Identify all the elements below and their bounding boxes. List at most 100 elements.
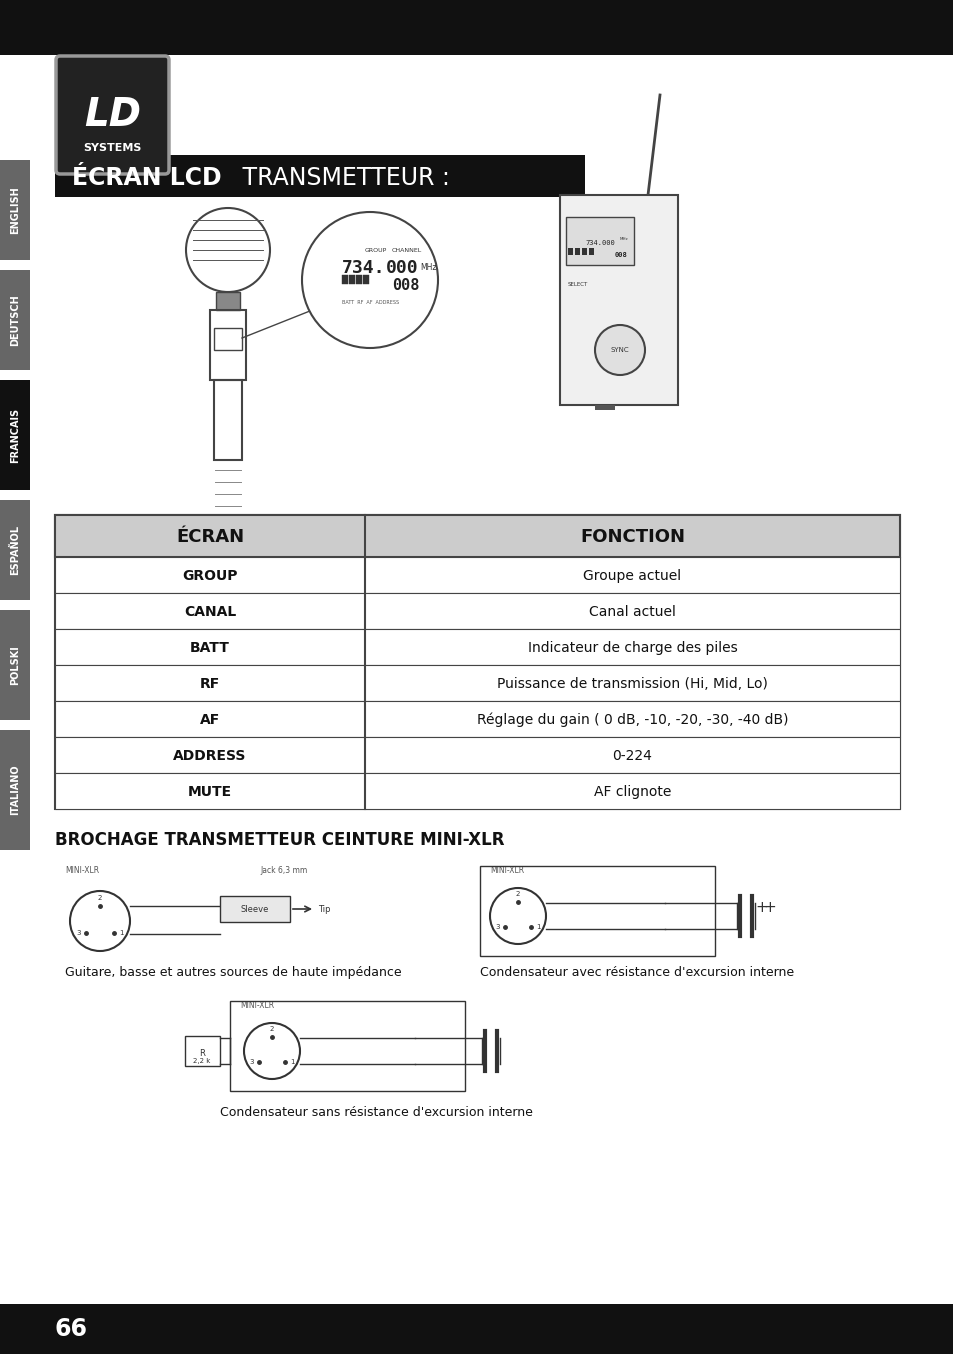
Text: +: + bbox=[762, 900, 776, 915]
Text: ITALIANO: ITALIANO bbox=[10, 765, 20, 815]
Bar bbox=[210, 310, 246, 380]
Text: 3: 3 bbox=[76, 930, 81, 936]
Text: MINI-XLR: MINI-XLR bbox=[65, 867, 99, 875]
Bar bbox=[588, 248, 594, 255]
Bar bbox=[213, 380, 242, 460]
Bar bbox=[349, 275, 355, 284]
Text: Condensateur sans résistance d'excursion interne: Condensateur sans résistance d'excursion… bbox=[220, 1106, 533, 1118]
Bar bbox=[0, 380, 30, 490]
Bar bbox=[55, 154, 584, 196]
Text: Jack 6,3 mm: Jack 6,3 mm bbox=[260, 867, 307, 875]
Bar bbox=[595, 405, 615, 410]
Text: GROUP: GROUP bbox=[182, 569, 237, 584]
Bar bbox=[55, 665, 899, 701]
Text: POLSKI: POLSKI bbox=[10, 645, 20, 685]
Bar bbox=[220, 896, 290, 922]
Text: FRANCAIS: FRANCAIS bbox=[10, 408, 20, 463]
Text: 2: 2 bbox=[516, 891, 519, 896]
Text: MINI-XLR: MINI-XLR bbox=[490, 867, 523, 875]
Text: 66: 66 bbox=[55, 1317, 88, 1340]
Bar bbox=[363, 275, 369, 284]
Bar bbox=[230, 1001, 464, 1091]
Bar bbox=[341, 275, 348, 284]
Circle shape bbox=[595, 325, 644, 375]
Text: 734.000: 734.000 bbox=[584, 240, 615, 246]
Bar bbox=[0, 611, 30, 720]
Bar bbox=[575, 248, 579, 255]
Text: 3: 3 bbox=[250, 1059, 254, 1066]
Text: 008: 008 bbox=[392, 279, 419, 294]
Text: GROUP: GROUP bbox=[365, 248, 387, 252]
Bar bbox=[213, 328, 242, 349]
Bar bbox=[0, 269, 30, 370]
Text: Sleeve: Sleeve bbox=[240, 906, 269, 914]
Text: TRANSMETTEUR :: TRANSMETTEUR : bbox=[234, 167, 450, 190]
Bar bbox=[55, 630, 899, 665]
Text: DEUTSCH: DEUTSCH bbox=[10, 294, 20, 345]
FancyBboxPatch shape bbox=[56, 56, 169, 175]
Text: BATT: BATT bbox=[190, 640, 230, 655]
Text: Condensateur avec résistance d'excursion interne: Condensateur avec résistance d'excursion… bbox=[479, 965, 793, 979]
Text: Tip: Tip bbox=[317, 904, 330, 914]
Text: Indicateur de charge des piles: Indicateur de charge des piles bbox=[527, 640, 737, 655]
Text: BATT  RF  AF  ADDRESS: BATT RF AF ADDRESS bbox=[341, 299, 398, 305]
Text: MINI-XLR: MINI-XLR bbox=[240, 1001, 274, 1010]
Bar bbox=[0, 500, 30, 600]
Bar bbox=[55, 701, 899, 737]
Text: 2: 2 bbox=[270, 1026, 274, 1032]
Bar bbox=[0, 730, 30, 850]
Bar bbox=[55, 556, 899, 593]
Text: ÉCRAN: ÉCRAN bbox=[175, 528, 244, 546]
Text: SYNC: SYNC bbox=[610, 347, 629, 353]
Text: ÉCRAN LCD: ÉCRAN LCD bbox=[71, 167, 221, 190]
Text: Guitare, basse et autres sources de haute impédance: Guitare, basse et autres sources de haut… bbox=[65, 965, 401, 979]
Text: MUTE: MUTE bbox=[188, 785, 232, 799]
Bar bbox=[215, 292, 240, 310]
Bar bbox=[565, 217, 634, 265]
Text: FONCTION: FONCTION bbox=[579, 528, 684, 546]
Text: 1: 1 bbox=[536, 923, 539, 930]
Text: R: R bbox=[199, 1048, 205, 1057]
Text: 1: 1 bbox=[118, 930, 123, 936]
Bar bbox=[0, 0, 953, 56]
Text: ENGLISH: ENGLISH bbox=[10, 185, 20, 234]
Bar bbox=[355, 275, 361, 284]
Text: 0-224: 0-224 bbox=[612, 749, 652, 764]
Bar bbox=[55, 515, 899, 808]
Bar bbox=[567, 248, 573, 255]
Text: BROCHAGE TRANSMETTEUR CEINTURE MINI-XLR: BROCHAGE TRANSMETTEUR CEINTURE MINI-XLR bbox=[55, 831, 504, 849]
Bar bbox=[55, 737, 899, 773]
Bar bbox=[185, 1036, 220, 1066]
Text: MHz: MHz bbox=[619, 237, 628, 241]
Text: MHz: MHz bbox=[419, 264, 436, 272]
Text: 734.: 734. bbox=[341, 259, 385, 278]
Text: Puissance de transmission (Hi, Mid, Lo): Puissance de transmission (Hi, Mid, Lo) bbox=[497, 677, 767, 691]
Text: LD: LD bbox=[84, 96, 141, 134]
Text: 000: 000 bbox=[386, 259, 418, 278]
Text: 1: 1 bbox=[290, 1059, 294, 1066]
Bar bbox=[55, 515, 899, 556]
Text: ADDRESS: ADDRESS bbox=[173, 749, 247, 764]
Text: SYSTEMS: SYSTEMS bbox=[83, 144, 142, 153]
Text: AF clignote: AF clignote bbox=[593, 785, 671, 799]
Text: AF: AF bbox=[200, 714, 220, 727]
Text: RF: RF bbox=[200, 677, 220, 691]
Bar bbox=[0, 160, 30, 260]
Text: 008: 008 bbox=[615, 252, 627, 259]
Text: SELECT: SELECT bbox=[567, 283, 588, 287]
Text: CANAL: CANAL bbox=[184, 605, 236, 619]
Text: Canal actuel: Canal actuel bbox=[588, 605, 676, 619]
Text: Groupe actuel: Groupe actuel bbox=[583, 569, 680, 584]
Text: Réglage du gain ( 0 dB, -10, -20, -30, -40 dB): Réglage du gain ( 0 dB, -10, -20, -30, -… bbox=[476, 712, 787, 727]
Bar bbox=[559, 195, 678, 405]
Text: 2: 2 bbox=[98, 895, 102, 900]
Bar bbox=[55, 773, 899, 808]
Bar bbox=[55, 593, 899, 630]
Text: 2,2 k: 2,2 k bbox=[193, 1057, 211, 1064]
Bar bbox=[0, 1304, 953, 1354]
Text: 3: 3 bbox=[496, 923, 499, 930]
Text: ESPAÑOL: ESPAÑOL bbox=[10, 525, 20, 575]
Text: CHANNEL: CHANNEL bbox=[392, 248, 422, 252]
Bar bbox=[479, 867, 714, 956]
Text: +: + bbox=[755, 900, 767, 915]
